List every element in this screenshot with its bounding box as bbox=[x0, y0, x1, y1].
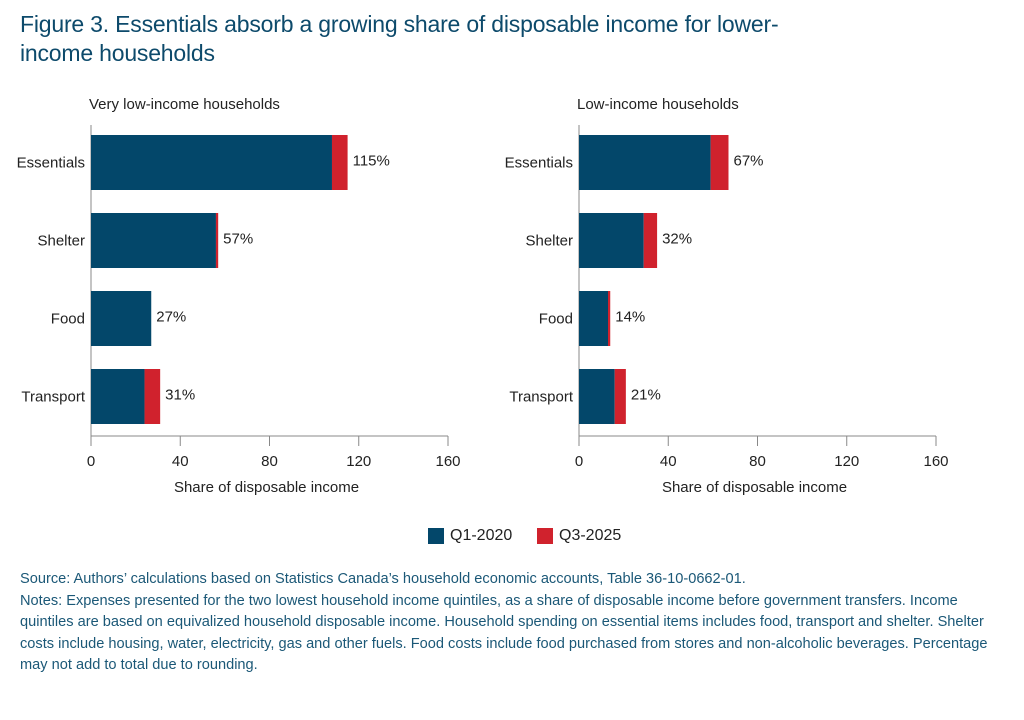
bar-essentials-q1-2020 bbox=[91, 135, 332, 190]
data-label-shelter: 32% bbox=[662, 231, 692, 248]
x-tick-label: 160 bbox=[435, 453, 460, 470]
legend-swatch-q1-2020 bbox=[428, 528, 444, 544]
legend-item-q3-2025: Q3-2025 bbox=[537, 527, 621, 545]
x-tick-label: 80 bbox=[261, 453, 278, 470]
bar-transport-q3-2025 bbox=[614, 369, 626, 424]
category-label-transport: Transport bbox=[509, 389, 573, 406]
x-tick-label: 120 bbox=[834, 453, 859, 470]
x-tick-label: 40 bbox=[172, 453, 189, 470]
bar-transport-q3-2025 bbox=[144, 369, 161, 424]
panel-very-low-income: Very low-income households 0 40 80 120 160 Sha… bbox=[17, 96, 461, 496]
x-tick-label: 40 bbox=[660, 453, 677, 470]
legend: Q1-2020 Q3-2025 bbox=[0, 525, 1024, 549]
category-label-transport: Transport bbox=[21, 389, 85, 406]
data-label-transport: 21% bbox=[631, 387, 661, 404]
panel-title: Very low-income households bbox=[89, 96, 280, 113]
chart-area: Very low-income households 0 40 80 120 160 Sha… bbox=[17, 96, 949, 496]
bar-transport-q1-2020 bbox=[579, 369, 615, 424]
bar-transport-q1-2020 bbox=[91, 369, 145, 424]
legend-swatch-q3-2025 bbox=[537, 528, 553, 544]
figure-title: Figure 3. Essentials absorb a growing sh… bbox=[20, 10, 920, 68]
bar-essentials-q3-2025 bbox=[710, 135, 729, 190]
category-label-food: Food bbox=[539, 311, 573, 328]
data-label-food: 27% bbox=[156, 309, 186, 326]
figure-title-line-2: income households bbox=[20, 40, 215, 66]
x-tick-label: 0 bbox=[575, 453, 583, 470]
bar-shelter-q1-2020 bbox=[91, 213, 216, 268]
data-label-essentials: 115% bbox=[353, 153, 390, 170]
data-label-shelter: 57% bbox=[223, 231, 253, 248]
panel-low-income: Low-income households 0 40 80 120 160 Share of… bbox=[505, 96, 949, 496]
notes: Notes: Expenses presented for the two lo… bbox=[20, 592, 988, 674]
bar-shelter-q3-2025 bbox=[215, 213, 219, 268]
data-label-essentials: 67% bbox=[733, 153, 763, 170]
x-axis-title: Share of disposable income bbox=[662, 479, 847, 496]
bar-essentials-q1-2020 bbox=[579, 135, 711, 190]
x-tick-label: 120 bbox=[346, 453, 371, 470]
data-label-food: 14% bbox=[615, 309, 645, 326]
bar-shelter-q3-2025 bbox=[643, 213, 658, 268]
bar-food-q1-2020 bbox=[579, 291, 609, 346]
category-label-essentials: Essentials bbox=[505, 155, 573, 172]
x-axis-title: Share of disposable income bbox=[174, 479, 359, 496]
footer: Source: Authors’ calculations based on S… bbox=[20, 569, 1010, 677]
category-label-essentials: Essentials bbox=[17, 155, 85, 172]
figure-title-line-1: Figure 3. Essentials absorb a growing sh… bbox=[20, 11, 779, 37]
source-note: Source: Authors’ calculations based on S… bbox=[20, 571, 746, 587]
x-tick-label: 160 bbox=[923, 453, 948, 470]
bar-essentials-q3-2025 bbox=[331, 135, 348, 190]
panel-title: Low-income households bbox=[577, 96, 739, 113]
x-tick-label: 0 bbox=[87, 453, 95, 470]
bar-shelter-q1-2020 bbox=[579, 213, 644, 268]
x-tick-label: 80 bbox=[749, 453, 766, 470]
category-label-shelter: Shelter bbox=[37, 233, 85, 250]
legend-label-q1-2020: Q1-2020 bbox=[450, 527, 513, 544]
bar-food-q1-2020 bbox=[91, 291, 152, 346]
category-label-shelter: Shelter bbox=[525, 233, 573, 250]
legend-item-q1-2020: Q1-2020 bbox=[428, 527, 512, 545]
data-label-transport: 31% bbox=[165, 387, 195, 404]
category-label-food: Food bbox=[51, 311, 85, 328]
bar-food-q3-2025 bbox=[608, 291, 611, 346]
legend-label-q3-2025: Q3-2025 bbox=[559, 527, 622, 544]
